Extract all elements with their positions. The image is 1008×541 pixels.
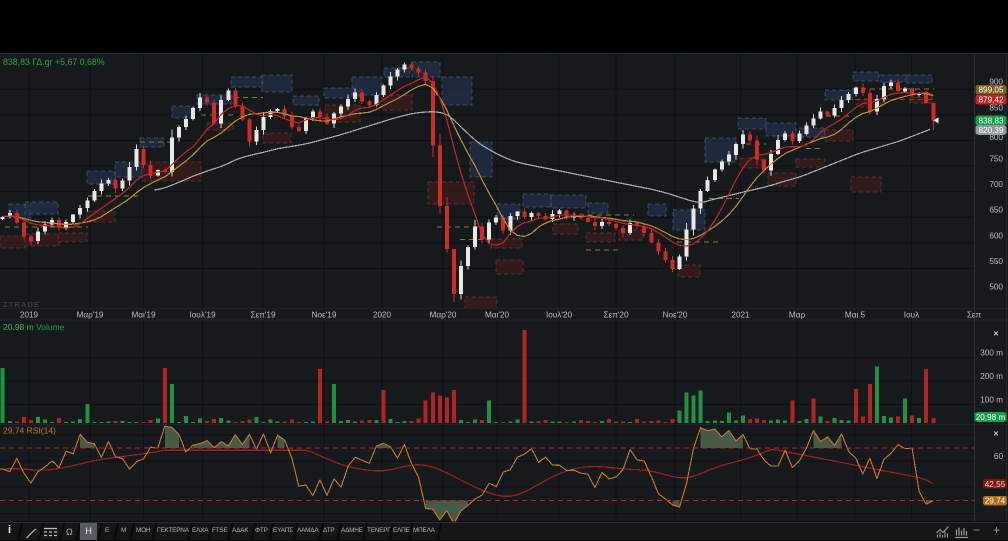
svg-text:Μαρ'19: Μαρ'19 xyxy=(77,311,104,320)
svg-text:500: 500 xyxy=(989,283,1003,292)
svg-text:60: 60 xyxy=(994,452,1004,461)
svg-text:×: × xyxy=(993,329,998,339)
svg-text:Σεπ'20: Σεπ'20 xyxy=(603,311,628,320)
svg-text:Μαι'20: Μαι'20 xyxy=(485,311,509,320)
svg-text:200 m: 200 m xyxy=(980,372,1003,381)
svg-text:29,74 RSI(14): 29,74 RSI(14) xyxy=(3,426,56,436)
svg-text:Νοε'19: Νοε'19 xyxy=(312,311,337,320)
svg-text:Σεπ: Σεπ xyxy=(967,311,982,320)
svg-text:Ιουλ'20: Ιουλ'20 xyxy=(546,311,573,320)
svg-text:Ιουλ'19: Ιουλ'19 xyxy=(189,311,216,320)
svg-text:29,74: 29,74 xyxy=(985,497,1006,506)
svg-text:600: 600 xyxy=(989,231,1003,240)
svg-text:300 m: 300 m xyxy=(980,348,1003,357)
svg-text:42,55: 42,55 xyxy=(985,480,1006,489)
svg-text:2021: 2021 xyxy=(731,311,750,320)
svg-text:838,83 ΓΔ.gr +5,67 0,68%: 838,83 ΓΔ.gr +5,67 0,68% xyxy=(3,57,105,67)
svg-text:820,39: 820,39 xyxy=(978,126,1003,135)
svg-text:100 m: 100 m xyxy=(980,395,1003,404)
svg-text:Ιουλ: Ιουλ xyxy=(904,311,920,320)
svg-text:2019: 2019 xyxy=(20,311,39,320)
svg-text:550: 550 xyxy=(989,257,1003,266)
svg-text:Μαι 5: Μαι 5 xyxy=(845,311,866,320)
svg-text:650: 650 xyxy=(989,206,1003,215)
svg-text:850: 850 xyxy=(989,103,1003,112)
svg-text:899,05: 899,05 xyxy=(978,86,1003,95)
svg-text:ZTRADE: ZTRADE xyxy=(3,300,40,309)
svg-text:838,83: 838,83 xyxy=(978,117,1003,126)
svg-text:750: 750 xyxy=(989,155,1003,164)
svg-text:Μαι'19: Μαι'19 xyxy=(131,311,155,320)
svg-text:800: 800 xyxy=(989,133,1003,142)
svg-text:Μαρ'20: Μαρ'20 xyxy=(430,311,457,320)
svg-text:Νοε'20: Νοε'20 xyxy=(663,311,688,320)
svg-text:700: 700 xyxy=(989,180,1003,189)
svg-text:879,42: 879,42 xyxy=(978,96,1003,105)
svg-text:20,98 m Volume: 20,98 m Volume xyxy=(3,322,65,332)
svg-text:900: 900 xyxy=(989,78,1003,87)
svg-text:Σεπ'19: Σεπ'19 xyxy=(250,311,275,320)
svg-text:×: × xyxy=(993,429,998,439)
svg-text:Μαρ: Μαρ xyxy=(789,311,806,320)
svg-text:2020: 2020 xyxy=(373,311,392,320)
svg-text:20,98 m: 20,98 m xyxy=(976,413,1006,422)
